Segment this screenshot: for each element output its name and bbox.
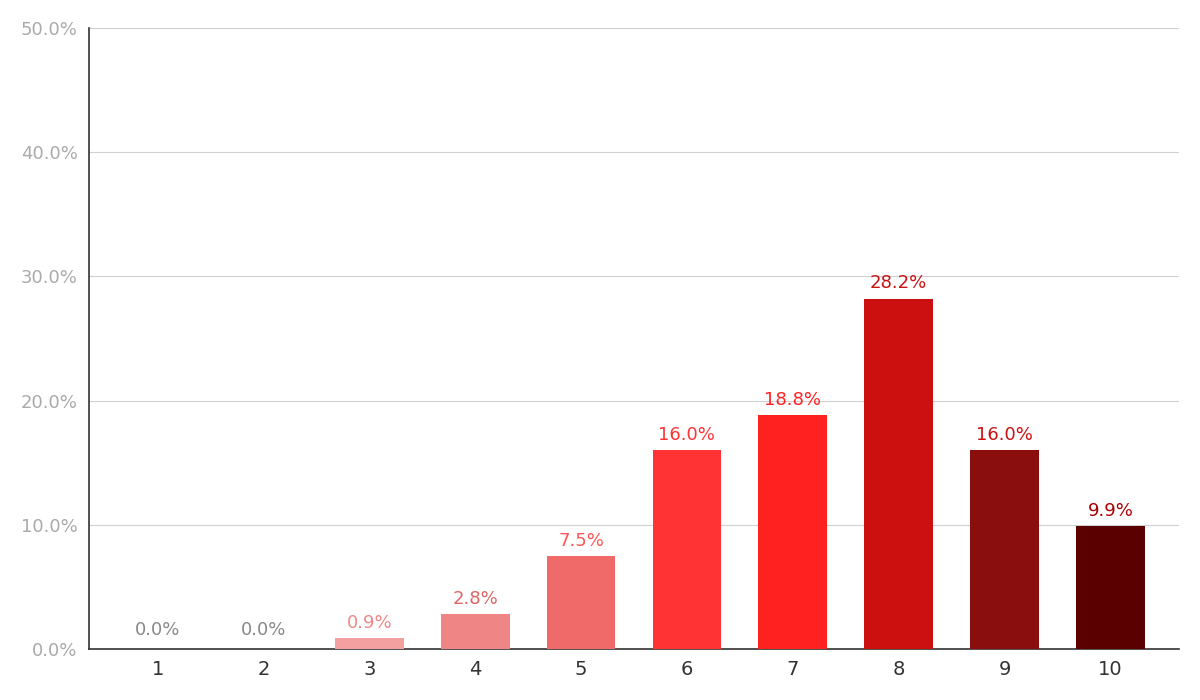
- Bar: [758, 416, 827, 649]
- Bar: [547, 556, 616, 649]
- Text: 2.8%: 2.8%: [452, 590, 498, 608]
- Text: 28.2%: 28.2%: [870, 274, 928, 293]
- Text: 9.9%: 9.9%: [1087, 502, 1133, 520]
- Bar: [970, 450, 1039, 649]
- Bar: [1076, 526, 1145, 649]
- Text: 0.0%: 0.0%: [134, 621, 180, 639]
- Text: 18.8%: 18.8%: [764, 391, 821, 409]
- Bar: [864, 299, 934, 649]
- Text: 0.0%: 0.0%: [241, 621, 286, 639]
- Text: 0.9%: 0.9%: [347, 614, 392, 631]
- Bar: [440, 615, 510, 649]
- Text: 16.0%: 16.0%: [659, 426, 715, 444]
- Bar: [653, 450, 721, 649]
- Text: 7.5%: 7.5%: [558, 532, 604, 550]
- Text: 16.0%: 16.0%: [976, 426, 1033, 444]
- Bar: [335, 638, 403, 649]
